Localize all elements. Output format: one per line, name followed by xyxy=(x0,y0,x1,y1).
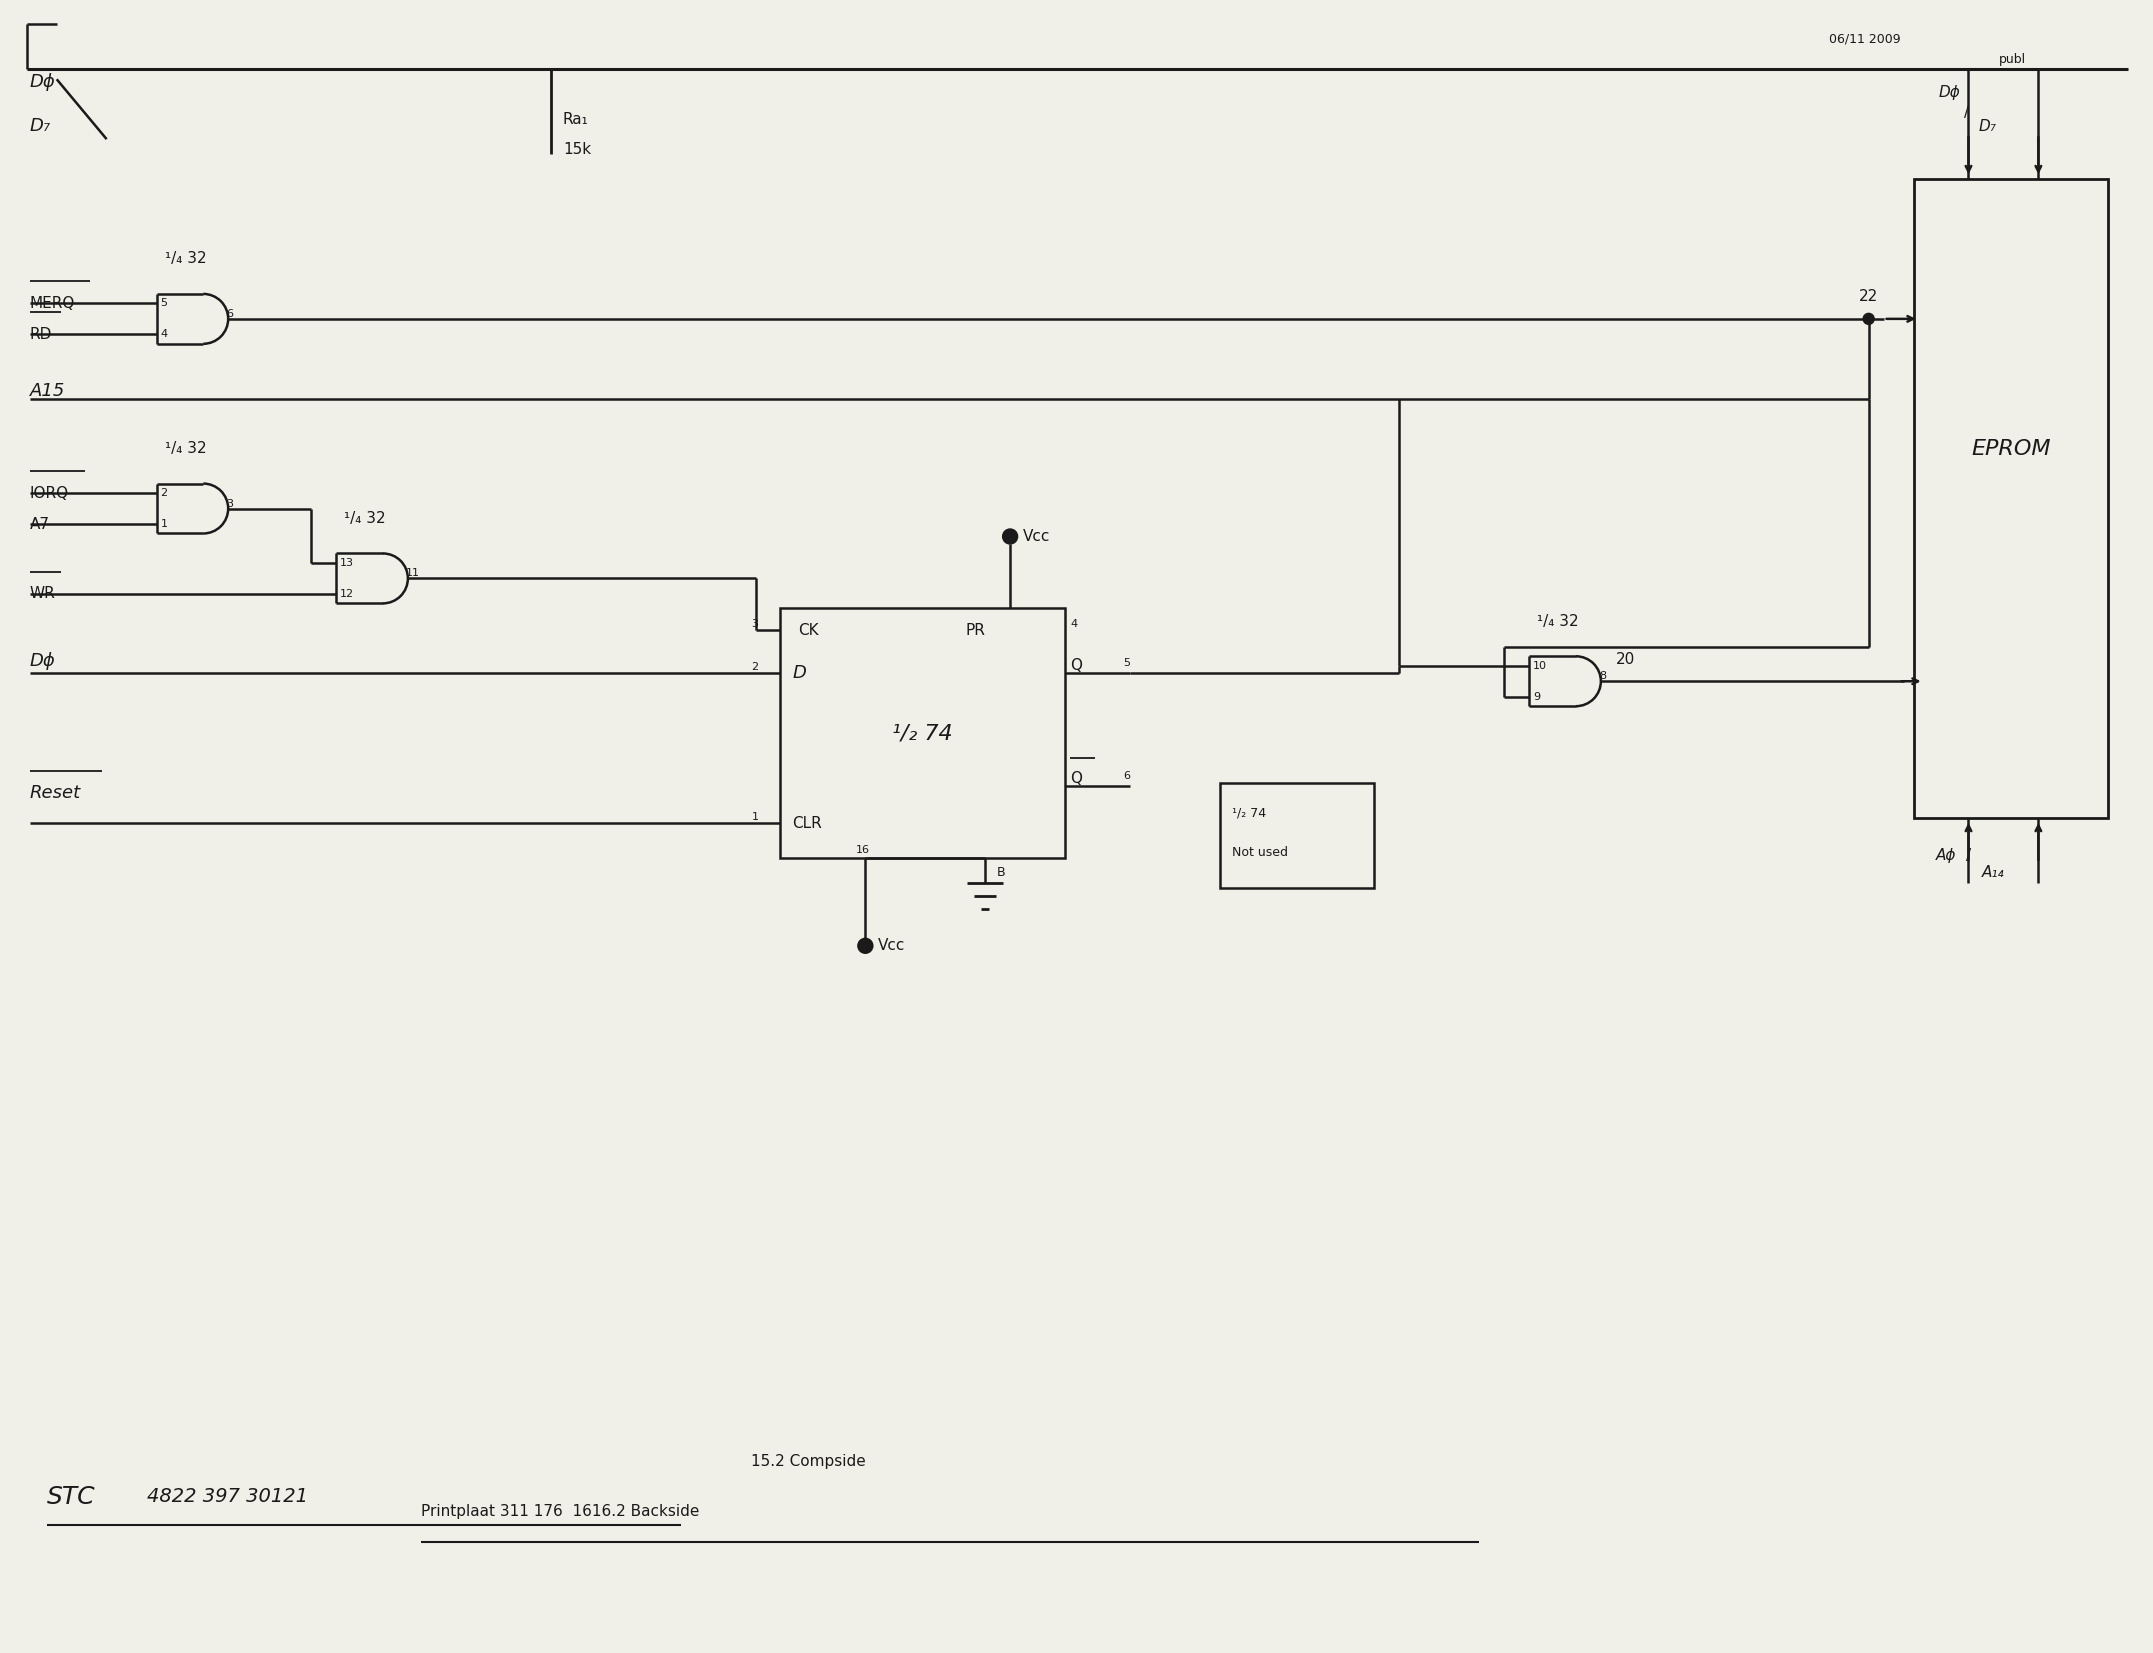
Text: IORQ: IORQ xyxy=(30,486,69,501)
Text: 20: 20 xyxy=(1617,651,1634,666)
Text: ¹/₄ 32: ¹/₄ 32 xyxy=(344,511,385,526)
Text: 11: 11 xyxy=(407,569,420,579)
Text: publ: publ xyxy=(1998,53,2026,66)
Text: Ra₁: Ra₁ xyxy=(562,112,588,127)
Text: Not used: Not used xyxy=(1232,846,1287,860)
Text: 1: 1 xyxy=(751,812,758,822)
Text: PR: PR xyxy=(965,623,986,638)
Text: CK: CK xyxy=(799,623,818,638)
Bar xyxy=(1914,179,2108,818)
Text: D: D xyxy=(792,665,807,683)
Text: 10: 10 xyxy=(1533,661,1548,671)
Text: ¹/₄ 32: ¹/₄ 32 xyxy=(1537,613,1578,628)
Text: 4822 397 30121: 4822 397 30121 xyxy=(146,1488,308,1506)
Text: 22: 22 xyxy=(1858,289,1877,304)
Text: 13: 13 xyxy=(340,559,355,569)
Text: Dϕ: Dϕ xyxy=(1938,84,1959,99)
Text: Vcc: Vcc xyxy=(1023,529,1051,544)
Text: D₇: D₇ xyxy=(30,117,52,136)
Text: 6: 6 xyxy=(226,309,233,319)
Text: 06/11 2009: 06/11 2009 xyxy=(1828,33,1901,46)
Text: Reset: Reset xyxy=(30,784,82,802)
Circle shape xyxy=(1862,314,1873,324)
Text: 5: 5 xyxy=(1124,658,1130,668)
Text: 4: 4 xyxy=(1070,620,1076,630)
Text: 3: 3 xyxy=(226,499,233,509)
Text: D₇: D₇ xyxy=(1979,119,1996,134)
Text: 6: 6 xyxy=(1124,770,1130,782)
Circle shape xyxy=(1003,529,1018,544)
Text: B: B xyxy=(997,866,1005,879)
Text: ¹/₂ 74: ¹/₂ 74 xyxy=(893,722,954,744)
Text: Aϕ: Aϕ xyxy=(1936,848,1955,863)
Text: RD: RD xyxy=(30,327,52,342)
Text: 2: 2 xyxy=(161,488,168,498)
Text: STC: STC xyxy=(47,1484,95,1509)
Text: 15.2 Compside: 15.2 Compside xyxy=(751,1455,866,1470)
Text: Vcc: Vcc xyxy=(878,939,906,954)
Text: ¹/₂ 74: ¹/₂ 74 xyxy=(1232,807,1266,820)
Text: 4: 4 xyxy=(161,329,168,339)
Text: ¹/₄ 32: ¹/₄ 32 xyxy=(164,251,207,266)
Text: /: / xyxy=(1966,848,1970,863)
Text: EPROM: EPROM xyxy=(1972,438,2052,458)
Text: Q: Q xyxy=(1070,658,1083,673)
Bar xyxy=(1221,784,1374,888)
Text: ¹/₄ 32: ¹/₄ 32 xyxy=(164,441,207,456)
Text: 9: 9 xyxy=(1533,691,1539,703)
Circle shape xyxy=(857,939,872,954)
Text: 8: 8 xyxy=(1600,671,1606,681)
Text: 5: 5 xyxy=(161,299,168,309)
Text: A₁₄: A₁₄ xyxy=(1981,866,2004,881)
Text: 1: 1 xyxy=(161,519,168,529)
Text: Printplaat 311 176  1616.2 Backside: Printplaat 311 176 1616.2 Backside xyxy=(422,1504,700,1519)
Text: /: / xyxy=(1964,104,1968,119)
Text: A15: A15 xyxy=(30,382,65,400)
Text: MERQ: MERQ xyxy=(30,296,75,311)
Text: 2: 2 xyxy=(751,663,758,673)
Text: Dϕ: Dϕ xyxy=(30,653,56,669)
Text: Dϕ: Dϕ xyxy=(30,73,56,91)
Text: 3: 3 xyxy=(751,620,758,630)
Text: 12: 12 xyxy=(340,588,355,598)
Bar xyxy=(782,608,1066,858)
Text: CLR: CLR xyxy=(792,815,822,830)
Text: A7: A7 xyxy=(30,516,50,532)
Text: Q: Q xyxy=(1070,770,1083,785)
Text: 15k: 15k xyxy=(562,142,590,157)
Text: 16: 16 xyxy=(855,845,870,855)
Text: WR: WR xyxy=(30,587,56,602)
